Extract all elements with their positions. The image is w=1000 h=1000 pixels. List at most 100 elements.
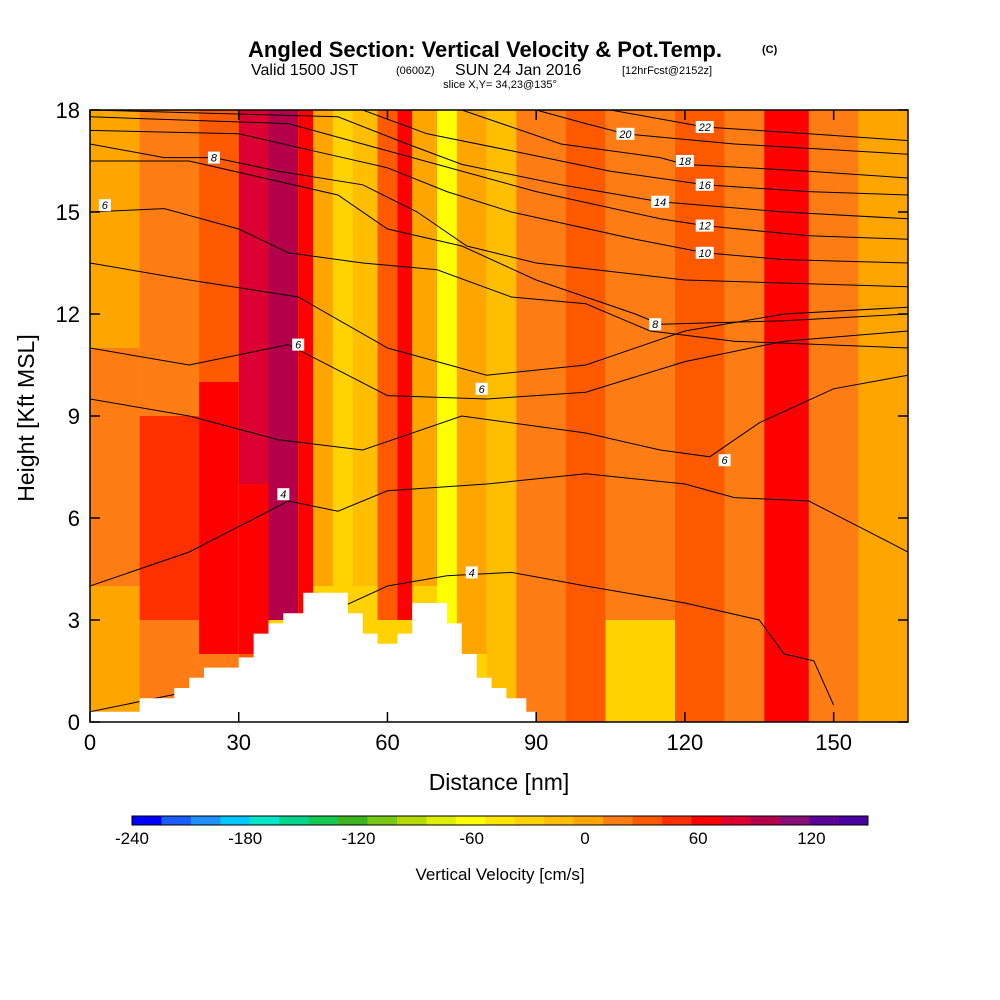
velocity-cell	[724, 110, 765, 722]
colorbar-swatch	[691, 816, 722, 825]
colorbar-swatch	[838, 816, 869, 825]
contour-label-box	[98, 199, 111, 212]
contour-label-box	[616, 127, 635, 140]
colorbar-tick-label: -60	[459, 829, 484, 848]
colorbar-tick-label: 60	[689, 829, 708, 848]
colorbar-swatch	[279, 816, 309, 825]
contour-label: 4	[469, 567, 475, 579]
pot-temp-contour	[90, 110, 908, 220]
y-axis: 0 3 6 9 12 15 18	[56, 98, 908, 735]
velocity-cell	[412, 110, 438, 586]
y-tick-label: 18	[56, 98, 80, 123]
x-tick-label: 30	[226, 730, 250, 755]
velocity-cell	[90, 586, 140, 722]
velocity-cell	[674, 110, 725, 722]
contour-label-box	[207, 151, 220, 164]
contour-label-box	[277, 488, 290, 501]
colorbar-tick-label: -180	[228, 829, 262, 848]
pot-temp-contour	[90, 160, 908, 325]
velocity-cell	[268, 110, 299, 620]
valid-prefix: Valid 1500 JST	[251, 62, 359, 79]
contour-label: 14	[654, 197, 666, 209]
colorbar-swatch	[632, 816, 663, 825]
pot-temp-contour	[90, 129, 908, 264]
chart-title: Angled Section: Vertical Velocity & Pot.…	[248, 37, 722, 62]
contour-label: 10	[699, 248, 712, 260]
pot-temp-contour	[90, 116, 908, 240]
colorbar-swatch	[132, 816, 162, 825]
plot-area: 4 4 6 6 6 6 8 8 10 12 14 16 18 20 22	[89, 109, 909, 723]
contour-label: 6	[722, 455, 729, 467]
velocity-cell	[516, 110, 566, 722]
x-axis: 0 30 60 90 120 150	[84, 110, 852, 755]
velocity-cell	[605, 620, 675, 722]
contour-label: 18	[679, 156, 692, 168]
valid-utc: (0600Z)	[396, 65, 435, 77]
y-tick-label: 12	[56, 302, 80, 327]
contour-label-box	[718, 454, 731, 467]
pot-temp-contour	[90, 473, 908, 587]
colorbar-frame	[131, 815, 869, 826]
x-tick-label: 90	[524, 730, 548, 755]
contour-label: 16	[699, 180, 712, 192]
contour-label: 12	[699, 221, 711, 233]
colorbar: -240 -180 -120 -60 0 60 120	[115, 815, 869, 848]
contour-label: 6	[295, 340, 302, 352]
contour-label: 20	[618, 129, 632, 141]
velocity-cell	[437, 110, 457, 654]
terrain-mask	[90, 592, 537, 722]
contour-label-box	[651, 195, 670, 208]
contour-label: 22	[698, 122, 711, 134]
colorbar-swatch	[661, 816, 692, 825]
colorbar-swatch	[573, 816, 604, 825]
contour-label-box	[292, 338, 305, 351]
velocity-cell	[332, 110, 353, 586]
colorbar-swatch	[514, 816, 545, 825]
colorbar-tick-label: 120	[797, 829, 825, 848]
y-tick-label: 6	[68, 506, 80, 531]
contour-label: 6	[102, 200, 109, 212]
contour-label-box	[675, 155, 694, 167]
colorbar-swatch	[779, 816, 810, 825]
contour-label-box	[649, 318, 662, 331]
pot-temp-contours	[90, 110, 908, 713]
pot-temp-contour	[90, 262, 908, 376]
velocity-cell	[605, 110, 675, 620]
y-tick-label: 15	[56, 200, 80, 225]
colorbar-swatch	[544, 816, 574, 825]
contour-label: 6	[479, 384, 486, 396]
x-axis-title: Distance [nm]	[429, 769, 570, 795]
colorbar-swatch	[249, 816, 280, 825]
slice-label: slice X,Y= 34,23@135°	[443, 79, 557, 91]
contour-label-box	[695, 246, 714, 259]
pot-temp-contour	[90, 208, 908, 349]
x-tick-label: 120	[667, 730, 704, 755]
pot-temp-contour	[461, 110, 908, 179]
contour-label-box	[695, 219, 714, 232]
velocity-cell	[565, 110, 606, 722]
pot-temp-contour	[90, 143, 908, 288]
colorbar-title: Vertical Velocity [cm/s]	[415, 865, 584, 884]
y-tick-label: 3	[68, 608, 80, 633]
valid-date: SUN 24 Jan 2016	[455, 62, 581, 79]
velocity-cell	[313, 110, 333, 586]
colorbar-swatch	[396, 816, 427, 825]
pot-temp-contour	[90, 374, 908, 458]
velocity-cell	[298, 110, 314, 620]
x-tick-label: 0	[84, 730, 96, 755]
colorbar-swatch	[338, 816, 368, 825]
velocity-cell	[139, 110, 200, 416]
contour-label-box	[475, 382, 488, 395]
y-tick-label: 9	[68, 404, 80, 429]
x-tick-label: 150	[815, 730, 852, 755]
contour-label: 8	[211, 153, 218, 165]
pot-temp-contour	[362, 110, 908, 196]
colorbar-swatch	[455, 816, 486, 825]
y-axis-title: Height [Kft MSL]	[13, 334, 39, 501]
contour-label: 4	[280, 489, 286, 501]
contour-label: 8	[652, 319, 659, 331]
velocity-cell	[90, 348, 140, 586]
velocity-cell	[456, 110, 487, 654]
contour-label-box	[695, 178, 714, 191]
